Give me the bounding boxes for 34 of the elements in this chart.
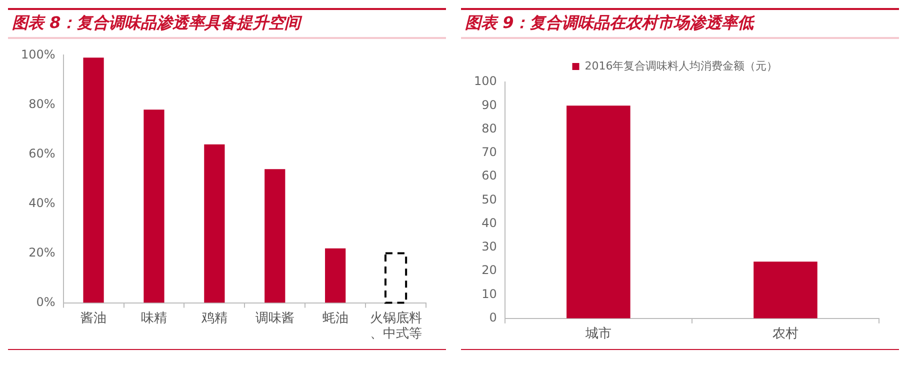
y-tick-label: 60 (482, 168, 497, 183)
y-tick-label: 80% (28, 96, 56, 111)
y-tick-label: 40% (28, 196, 56, 210)
x-tick-label: 蚝油 (322, 310, 348, 326)
x-tick-label: 调味酱 (255, 310, 294, 326)
x-tick-label: 味精 (140, 310, 167, 326)
y-tick-label: 90 (482, 98, 497, 112)
bar (144, 110, 164, 303)
x-tick-label: 酱油 (80, 310, 107, 326)
y-tick-label: 40 (482, 216, 497, 230)
y-tick-label: 0% (36, 294, 56, 309)
y-tick-label: 100 (474, 74, 497, 88)
bar (264, 169, 286, 303)
bar (384, 252, 408, 304)
y-tick-label: 10 (482, 286, 497, 301)
chart-title: 图表 9：复合调味品在农村市场渗透率低 (461, 8, 899, 39)
y-tick-label: 60% (28, 146, 56, 160)
x-tick-label: 农村 (772, 326, 798, 342)
y-tick-label: 80 (482, 121, 497, 136)
y-tick-label: 20 (482, 263, 497, 278)
x-tick-label: 鸡精 (200, 310, 228, 326)
x-tick-label: 城市 (584, 326, 612, 342)
legend-label: 2016年复合调味料人均消费金额（元） (584, 59, 778, 72)
y-tick-label: 0 (489, 310, 497, 325)
bar (325, 248, 346, 303)
bar (204, 144, 225, 303)
x-tick-label: 火锅底料、中式等 (370, 310, 422, 342)
y-tick-label: 30 (482, 240, 497, 254)
chart-title: 图表 8：复合调味品渗透率具备提升空间 (8, 8, 446, 39)
y-tick-label: 70 (482, 145, 497, 160)
y-tick-label: 100% (20, 47, 56, 62)
bar (83, 58, 104, 303)
y-tick-label: 50 (482, 192, 497, 206)
y-tick-label: 20% (28, 245, 56, 260)
